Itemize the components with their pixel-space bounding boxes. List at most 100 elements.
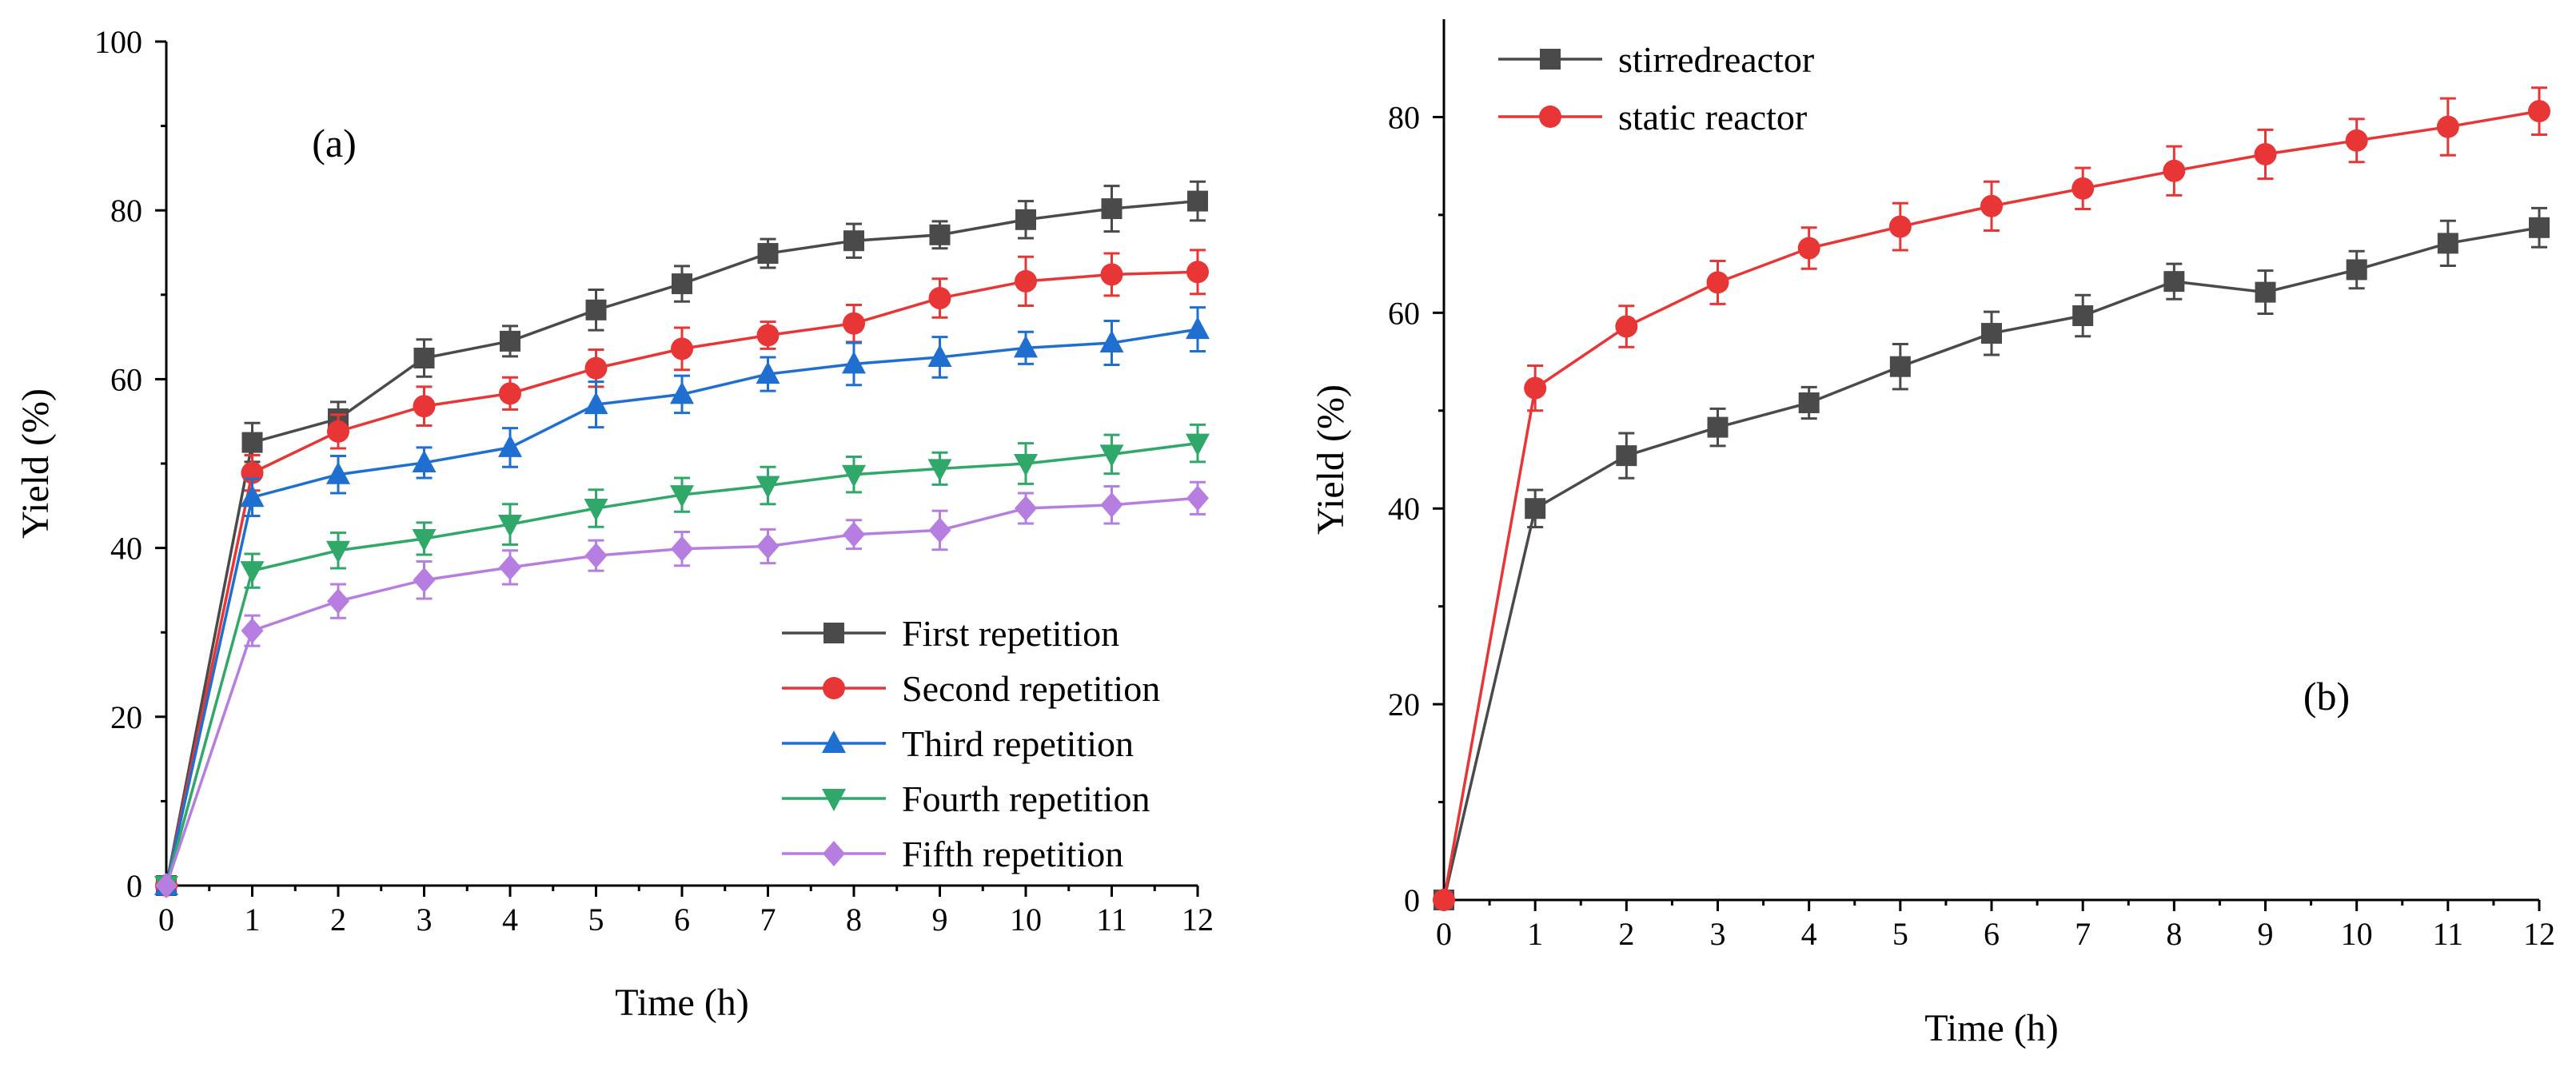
data-point (2345, 129, 2368, 152)
data-point (756, 361, 780, 384)
y-tick-label: 100 (94, 24, 142, 60)
data-point (1186, 261, 1209, 284)
x-tick-label: 4 (1801, 916, 1817, 952)
x-tick-label: 6 (1984, 916, 2000, 952)
data-point (1186, 433, 1210, 456)
x-tick-label: 8 (2166, 916, 2182, 952)
data-point (2437, 233, 2458, 254)
data-point (842, 351, 866, 374)
x-tick-label: 2 (1618, 916, 1634, 952)
data-point (1186, 485, 1209, 512)
data-point (2163, 159, 2186, 182)
data-point (843, 312, 865, 335)
y-tick-label: 40 (1388, 491, 1420, 527)
x-tick-label: 5 (588, 902, 604, 938)
data-point (327, 420, 349, 443)
data-point (929, 224, 951, 245)
data-point (672, 273, 692, 295)
x-tick-label: 9 (932, 902, 948, 938)
data-point (584, 356, 608, 380)
series-fifth-repetition (155, 480, 1209, 898)
x-tick-label: 11 (2433, 916, 2464, 952)
series-static-reactor (1433, 86, 2550, 911)
data-point (756, 324, 780, 347)
data-point (326, 461, 350, 484)
legend-label: Fifth repetition (902, 834, 1123, 874)
data-point (412, 449, 437, 472)
data-point (1100, 263, 1123, 286)
data-point (928, 287, 951, 310)
legend-marker (823, 677, 845, 699)
y-tick-label: 0 (1404, 882, 1420, 918)
legend-label: stirredreactor (1618, 39, 1814, 80)
data-point (1981, 323, 2002, 344)
legend-marker (1539, 106, 1561, 128)
data-point (1014, 335, 1038, 358)
data-point (2072, 177, 2095, 200)
data-point (413, 348, 435, 368)
data-point (240, 484, 265, 508)
data-point (2528, 100, 2550, 123)
data-point (412, 528, 437, 551)
legend: stirredreactor static reactor (1498, 39, 1814, 137)
data-point (757, 243, 779, 265)
y-tick-label: 60 (1388, 295, 1420, 331)
data-point (2436, 115, 2459, 138)
series-third-repetition (154, 306, 1210, 895)
data-point (2346, 259, 2367, 281)
x-tick-label: 3 (417, 902, 433, 938)
data-point (1706, 271, 1729, 294)
data-point (671, 536, 693, 562)
data-point (1615, 315, 1638, 338)
y-tick-label: 0 (126, 868, 142, 904)
data-point (1186, 317, 1210, 340)
data-point (2163, 271, 2185, 293)
x-tick-label: 12 (1182, 902, 1214, 938)
y-tick-label: 20 (110, 699, 142, 735)
data-point (1525, 498, 1546, 520)
data-point (927, 459, 952, 482)
y-tick-label: 40 (110, 531, 142, 567)
data-point (1015, 269, 1037, 293)
x-tick-label: 7 (760, 902, 776, 938)
data-point (1099, 444, 1124, 468)
series-second-repetition (155, 249, 1209, 897)
data-point (498, 515, 522, 538)
x-tick-label: 6 (674, 902, 690, 938)
legend-label: Fourth repetition (902, 778, 1150, 819)
x-axis-title: Time (h) (1924, 1007, 2059, 1049)
data-point (1101, 198, 1123, 220)
data-point (927, 344, 952, 367)
series-fourth-repetition (154, 423, 1210, 898)
legend: First repetition Second repetition Third r… (782, 613, 1160, 874)
data-point (1797, 237, 1820, 260)
legend-marker (822, 731, 846, 753)
data-point (756, 533, 780, 559)
y-axis-title: Yield (%) (14, 388, 57, 539)
data-point (326, 540, 350, 563)
x-axis-title: Time (h) (615, 981, 749, 1024)
data-point (499, 554, 521, 580)
panel-label: (b) (2303, 674, 2350, 719)
legend-label: static reactor (1618, 97, 1807, 137)
data-point (928, 517, 951, 543)
data-point (1015, 209, 1036, 230)
data-point (842, 464, 866, 488)
series-stirredreactor (1434, 206, 2550, 910)
y-tick-label: 60 (110, 361, 142, 397)
data-point (499, 382, 521, 405)
data-point (1100, 492, 1123, 518)
data-point (413, 567, 436, 593)
legend-marker (1540, 49, 1561, 70)
data-point (670, 485, 694, 508)
data-point (2254, 142, 2277, 165)
panel-label: (a) (312, 121, 357, 165)
legend-marker (823, 841, 845, 866)
data-point (584, 543, 608, 569)
data-point (240, 561, 265, 584)
x-tick-label: 10 (2341, 916, 2373, 952)
data-point (671, 337, 693, 360)
x-tick-label: 0 (1436, 916, 1452, 952)
